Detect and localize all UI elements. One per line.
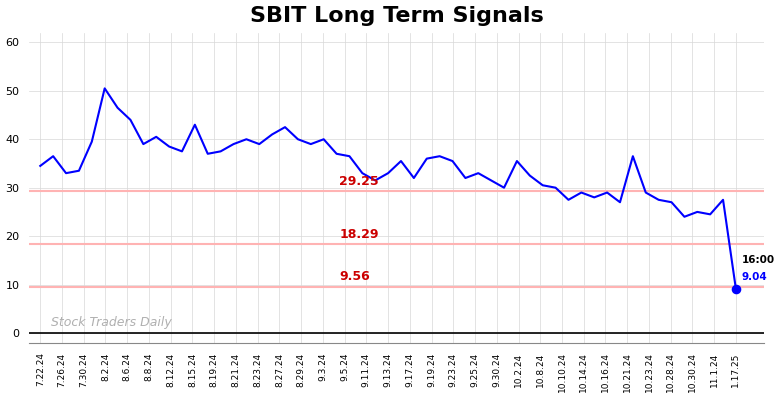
- Text: 29.25: 29.25: [339, 175, 379, 188]
- Point: [730, 286, 742, 293]
- Text: 18.29: 18.29: [339, 228, 379, 241]
- Text: 16:00: 16:00: [742, 255, 775, 265]
- Text: 9.56: 9.56: [339, 270, 370, 283]
- Text: Stock Traders Daily: Stock Traders Daily: [51, 316, 172, 329]
- Text: 9.04: 9.04: [742, 272, 767, 282]
- Title: SBIT Long Term Signals: SBIT Long Term Signals: [250, 6, 543, 25]
